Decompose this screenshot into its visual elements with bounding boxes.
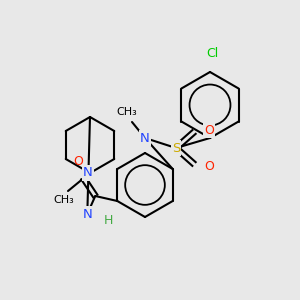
Text: O: O bbox=[204, 160, 214, 172]
Text: H: H bbox=[103, 214, 113, 226]
Text: N: N bbox=[82, 208, 92, 220]
Text: O: O bbox=[73, 155, 83, 168]
Text: Cl: Cl bbox=[206, 47, 218, 60]
Text: O: O bbox=[204, 124, 214, 136]
Text: N: N bbox=[83, 167, 93, 179]
Text: N: N bbox=[140, 131, 150, 145]
Text: S: S bbox=[172, 142, 180, 154]
Text: CH₃: CH₃ bbox=[54, 195, 74, 205]
Text: CH₃: CH₃ bbox=[117, 107, 137, 117]
